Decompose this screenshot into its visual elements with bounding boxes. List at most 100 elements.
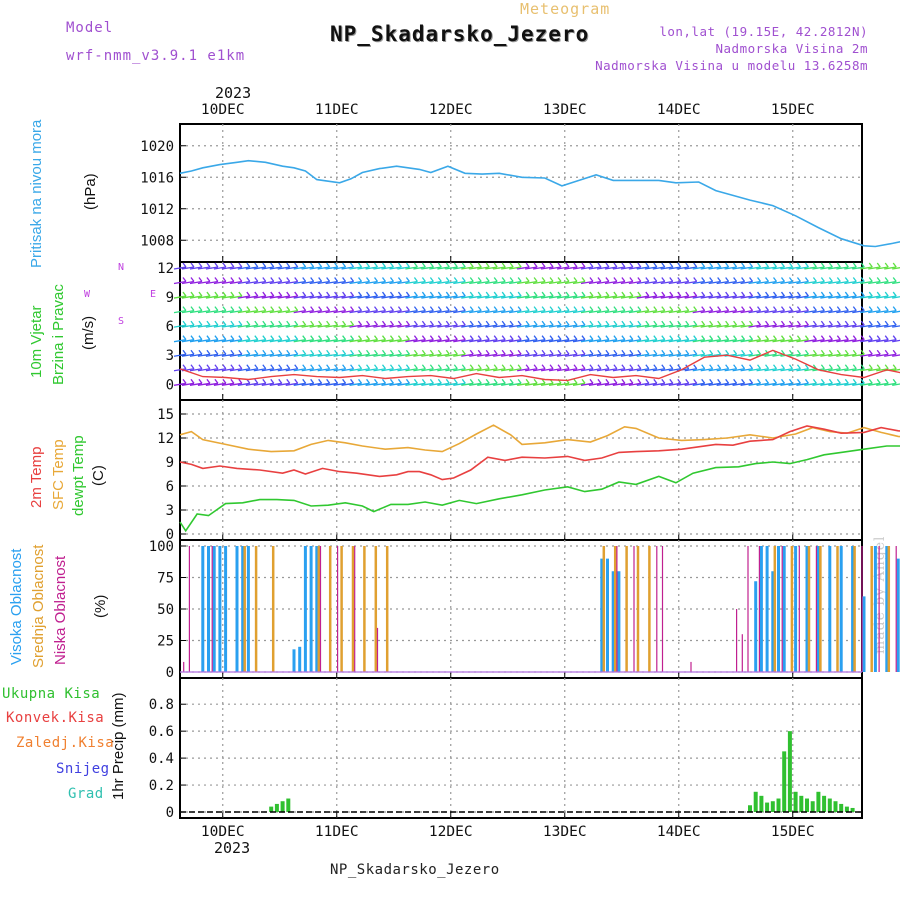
year-top-label: 2023 [215,84,252,102]
wind-barb-flag [725,320,730,326]
wind-barb-flag [421,364,426,370]
wind-barb [237,295,250,299]
wind-barb-flag [709,306,714,312]
wind-barb [876,295,889,299]
wind-barb-flag [437,306,442,312]
precip-total-bar [799,795,804,812]
wind-barb-flag [565,349,570,355]
wind-barb [556,324,570,328]
wind-barb [309,339,322,343]
wind-barb-flag [717,320,722,326]
wind-barb [205,280,219,285]
wind-barb [517,353,530,357]
wind-barb-flag [517,349,522,355]
wind-barb [580,280,594,285]
wind-barb-flag [182,378,187,384]
wind-barb-flag [270,378,275,384]
wind-barb-flag [541,291,546,297]
wind-barb-flag [525,349,530,355]
wind-barb [461,295,474,299]
wind-barb-flag [246,335,251,341]
wind-barb [612,339,626,343]
wind-barb-flag [286,291,291,297]
wind-barb-flag [278,349,283,355]
wind-barb [277,382,290,386]
wind-barb-flag [677,306,682,312]
wind-barb-flag [294,277,299,282]
wind-barb-flag [573,306,578,312]
wind-barb [181,382,195,386]
wind-barb [309,353,322,357]
wind-barb [604,266,618,270]
wind-barb [261,280,274,285]
wind-barb-flag [693,291,698,297]
wind-barb-flag [844,378,849,384]
wind-barb [413,280,426,285]
wind-barb-flag [366,291,371,297]
wind-barb [261,324,274,328]
wind-barb [413,324,426,328]
wind-barb-flag [780,306,786,312]
wind-barb-flag [565,291,570,297]
wind-barb [253,339,266,343]
wind-barb [357,382,370,386]
wind-barb [501,280,514,285]
wind-barb-flag [709,262,714,268]
wind-barb [173,280,187,285]
wind-barb-flag [860,291,865,297]
wind-barb [421,382,434,386]
wind-barb [397,309,410,314]
wind-barb-flag [605,335,610,341]
wind-barb [485,266,498,270]
wind-barb [764,368,777,372]
wind-barb-flag [318,291,323,297]
wind-barb [421,280,434,285]
wind-barb-flag [733,277,738,282]
wind-barb [844,353,857,357]
wind-barb [453,382,466,386]
wind-barb [517,295,530,299]
wind-barb [828,339,841,343]
wind-barb-flag [461,320,466,326]
wind-barb [301,339,314,343]
wind-barb [277,295,290,299]
wind-barb [301,280,314,285]
wind-barb [868,382,881,386]
wind-barb-flag [693,364,698,370]
wind-barb [556,295,570,299]
wind-barb-flag [397,291,402,297]
wind-barb [716,339,729,343]
wind-barb-flag [302,378,307,384]
wind-barb-flag [804,306,809,312]
wind-barb [317,339,330,343]
wind-barb-flag [469,306,474,312]
wind-barb [461,309,474,314]
wind-barb-flag [637,378,642,384]
day-label-bottom: 13DEC [543,824,587,840]
wind-barb [245,266,258,270]
wind-barb [620,368,633,372]
wind-barb-flag [549,262,554,268]
wind-barb-flag [573,335,578,341]
wind-barb [525,266,538,270]
wind-barb-flag [326,306,331,312]
wind-barb [652,339,665,343]
wind-barb-flag [581,349,586,355]
wind-barb [349,353,362,357]
wind-barb [668,309,681,314]
wind-barb [628,339,641,343]
wind-barb-flag [262,378,267,384]
wind-barb [540,295,554,299]
wind-barb-flag [429,291,434,297]
wind-barb [580,266,594,270]
wind-barb-flag [749,378,754,384]
wind-barb [445,309,458,314]
wind-barb-flag [749,277,754,282]
wind-barb [509,324,522,328]
wind-barb [173,353,187,357]
wind-barb-flag [485,320,490,326]
wind-barb [245,353,258,357]
wind-barb-flag [836,306,841,312]
wind-barb-flag [397,378,402,384]
wind-barb [309,280,322,285]
